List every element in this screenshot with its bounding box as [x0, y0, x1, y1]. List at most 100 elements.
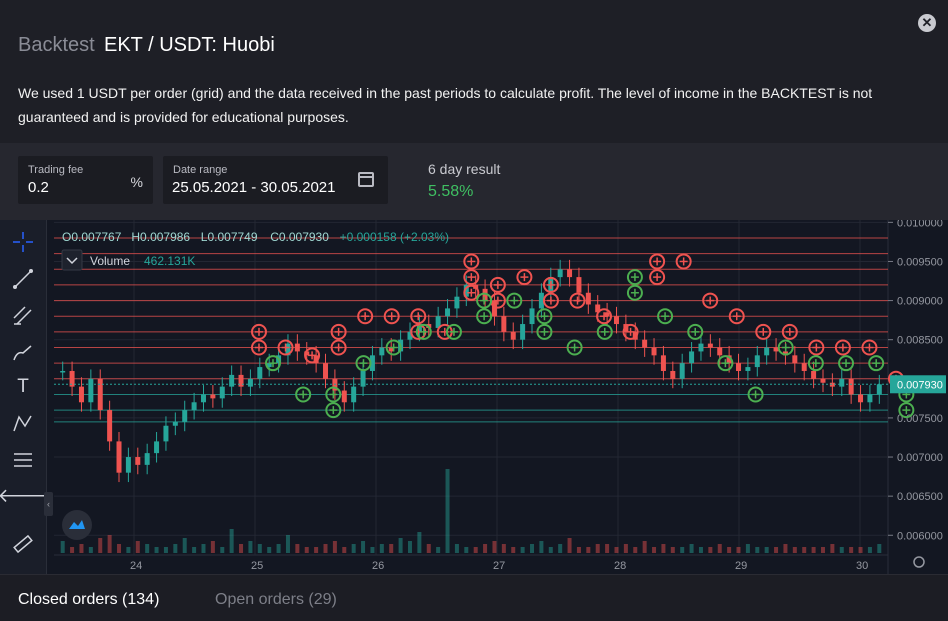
volume-bar	[530, 544, 535, 553]
candle-body	[88, 378, 94, 403]
pitchfork-icon[interactable]	[9, 302, 37, 330]
trading-fee-input[interactable]: 0.2	[28, 179, 49, 196]
trend-line-icon[interactable]	[9, 265, 37, 293]
backtest-params: Trading fee 0.2 % Date range 25.05.2021 …	[0, 143, 948, 220]
result-label: 6 day result	[428, 161, 501, 177]
sell-marker	[330, 323, 347, 340]
candle-body	[801, 363, 807, 371]
candle-body	[154, 441, 160, 454]
sell-marker	[383, 308, 400, 325]
buy-marker	[506, 292, 523, 309]
volume-bar	[736, 547, 741, 553]
volume-bar	[774, 547, 779, 553]
ruler-icon[interactable]	[9, 530, 37, 558]
sell-marker	[649, 253, 666, 270]
legend-ohlc-value: H0.007986	[131, 230, 190, 244]
back-arrow-icon[interactable]: 🡐	[0, 486, 49, 507]
candle-body	[792, 355, 798, 364]
volume-bar	[398, 538, 403, 553]
volume-bar	[717, 544, 722, 553]
volume-bar	[257, 544, 262, 553]
sell-marker	[728, 308, 745, 325]
volume-bar	[652, 547, 657, 553]
tab-closed-orders[interactable]: Closed orders (134)	[18, 591, 160, 608]
candle-body	[510, 331, 516, 340]
volume-bar	[727, 547, 732, 553]
candle-body	[163, 425, 169, 442]
volume-bar	[483, 544, 488, 553]
volume-bar	[267, 547, 272, 553]
volume-bar	[107, 535, 112, 553]
time-tick-label: 26	[372, 560, 384, 572]
candle-body	[144, 453, 150, 465]
volume-bar	[877, 544, 882, 553]
volume-bar	[614, 547, 619, 553]
collapse-toolbar-icon[interactable]: ‹	[44, 492, 53, 516]
sell-marker	[622, 323, 639, 340]
candle-body	[285, 343, 291, 356]
settings-icon[interactable]	[913, 556, 925, 568]
candle-body	[172, 421, 178, 426]
pattern-icon[interactable]	[9, 410, 37, 438]
date-range-input[interactable]: 25.05.2021 - 30.05.2021	[172, 179, 336, 196]
price-tick-label: 0.010000	[897, 220, 943, 229]
volume-bar	[567, 538, 572, 553]
volume-bar	[539, 541, 544, 553]
legend-collapse-button[interactable]	[61, 249, 83, 271]
date-range-field[interactable]: Date range 25.05.2021 - 30.05.2021	[163, 156, 388, 204]
volume-bar	[285, 535, 290, 553]
sell-marker	[755, 323, 772, 340]
chart-area[interactable]: 0.0100000.0095000.0090000.0085000.008000…	[0, 220, 948, 574]
volume-bar	[811, 547, 816, 553]
calendar-icon[interactable]	[358, 172, 374, 187]
current-price-tag	[890, 375, 946, 394]
candle-body	[567, 269, 573, 278]
candle-body	[848, 378, 854, 395]
text-tool-icon[interactable]: T	[17, 376, 29, 397]
price-chart[interactable]: 0.0100000.0095000.0090000.0085000.008000…	[0, 220, 948, 574]
volume-value: 462.131K	[144, 254, 195, 268]
volume-bar	[154, 547, 159, 553]
close-button[interactable]: ✕	[918, 14, 936, 32]
volume-bar	[445, 469, 450, 553]
volume-bar	[426, 544, 431, 553]
candle-body	[642, 339, 648, 348]
volume-bar	[229, 529, 234, 553]
candle-body	[313, 355, 319, 364]
modal-title-pair: EKT / USDT: Huobi	[104, 34, 275, 56]
crosshair-icon[interactable]	[9, 228, 37, 256]
candle-body	[679, 363, 685, 379]
volume-bar	[708, 547, 713, 553]
candle-body	[820, 378, 826, 383]
sell-marker	[463, 284, 480, 301]
volume-bar	[558, 544, 563, 553]
orders-tabs: Closed orders (134) Open orders (29)	[0, 574, 948, 621]
volume-bar	[379, 544, 384, 553]
trading-fee-label: Trading fee	[28, 164, 84, 176]
candle-body	[360, 370, 366, 387]
buy-marker	[536, 308, 553, 325]
trading-fee-field[interactable]: Trading fee 0.2 %	[18, 156, 153, 204]
candle-body	[707, 343, 713, 348]
volume-bar	[351, 544, 356, 553]
sell-marker	[569, 292, 586, 309]
volume-bar	[548, 547, 553, 553]
legend-ohlc-value: O0.007767	[62, 230, 122, 244]
volume-label: Volume	[90, 254, 130, 268]
volume-bar	[623, 544, 628, 553]
candle-body	[839, 378, 845, 387]
volume-bar	[454, 544, 459, 553]
volume-bar	[858, 547, 863, 553]
tradingview-logo[interactable]	[62, 510, 92, 540]
volume-bar	[839, 547, 844, 553]
modal-title-prefix: Backtest	[18, 34, 95, 56]
candle-body	[116, 441, 122, 473]
candle-body	[576, 277, 582, 293]
tab-open-orders[interactable]: Open orders (29)	[215, 591, 337, 608]
candle-body	[60, 370, 66, 373]
candle-body	[323, 363, 329, 379]
prediction-icon[interactable]	[9, 446, 37, 474]
buy-marker	[898, 402, 915, 419]
volume-bar	[304, 547, 309, 553]
brush-icon[interactable]	[9, 339, 37, 367]
